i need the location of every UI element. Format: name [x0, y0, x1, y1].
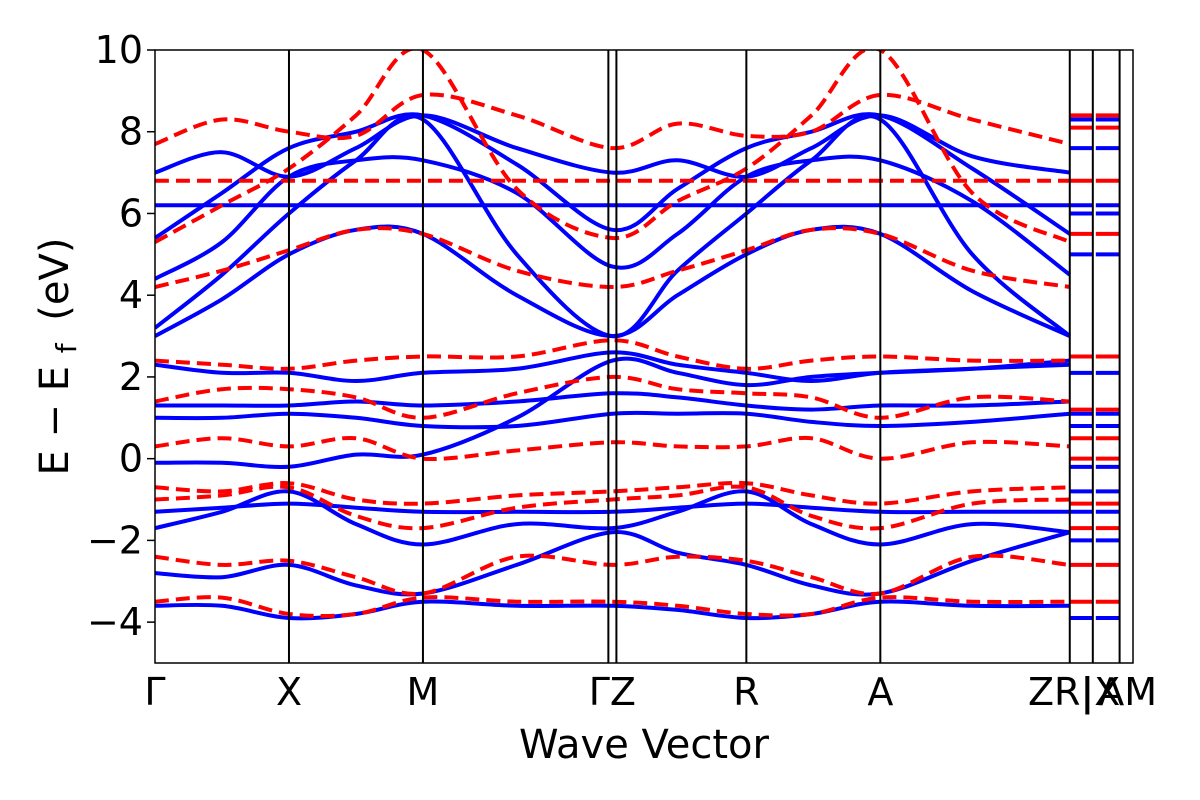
x-tick-label: A [867, 670, 893, 714]
y-tick-label: −4 [87, 600, 143, 644]
y-tick-label: 2 [119, 355, 143, 399]
y-axis-label: E − E f (eV) [32, 238, 86, 476]
solid-band-line [155, 113, 1071, 179]
x-tick-label: ZR| [1028, 670, 1093, 715]
y-tick-label: 6 [119, 191, 143, 235]
y-tick-label: 8 [119, 110, 143, 154]
y-axis-label-unit: (eV) [32, 238, 78, 321]
y-axis-label-main: E − E [32, 366, 78, 476]
dashed-band-line [155, 50, 1071, 244]
x-tick-label: M [407, 670, 440, 714]
solid-band-line [155, 391, 1070, 412]
x-tick-label: |X [1081, 670, 1120, 715]
high-symmetry-lines [287, 50, 1121, 663]
y-tick-label: −2 [87, 518, 143, 562]
x-tick-label: ΓZ [589, 670, 636, 714]
end-segment-bands [1069, 113, 1120, 621]
dashed-band-line [155, 435, 1070, 462]
y-axis-ticks: 10 8 6 4 2 0 −2 −4 [87, 28, 155, 644]
dashed-band-line [155, 92, 1071, 151]
y-axis-label-subscript: f [50, 342, 83, 353]
dashed-band-line [155, 374, 1070, 420]
dashed-band-line [155, 338, 1070, 371]
x-tick-label: R [733, 670, 759, 714]
x-axis-label: Wave Vector [519, 722, 770, 768]
y-tick-label: 0 [119, 437, 143, 481]
x-tick-label: Γ [144, 670, 165, 714]
y-tick-label: 10 [95, 28, 143, 72]
y-tick-label: 4 [119, 273, 143, 317]
x-axis-ticks: Γ X M ΓZ R A ZR||XAM [144, 670, 1157, 715]
band-lines [155, 50, 1072, 621]
solid-band-line [155, 410, 1070, 430]
solid-band-line [155, 501, 1070, 515]
solid-band-line [155, 224, 1071, 339]
x-tick-label: AM [1098, 670, 1157, 714]
plot-frame [154, 49, 1134, 664]
x-tick-label: X [276, 670, 302, 714]
